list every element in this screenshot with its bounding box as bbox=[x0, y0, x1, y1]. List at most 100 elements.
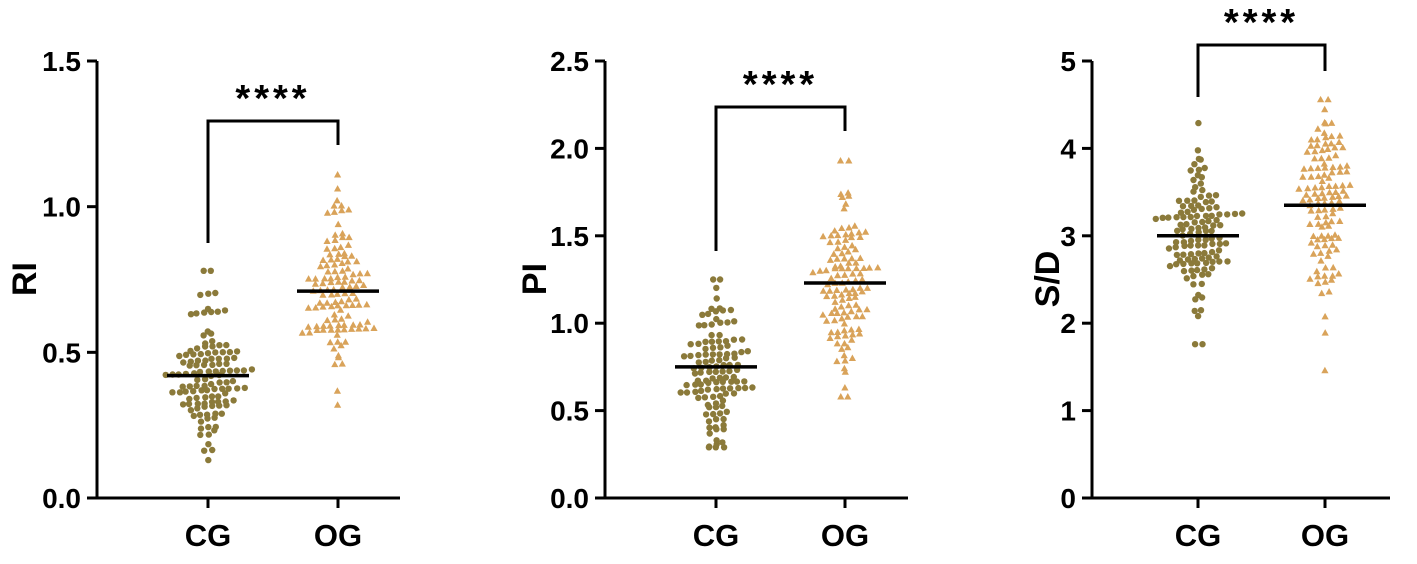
data-point bbox=[1318, 289, 1326, 297]
significance-label: **** bbox=[743, 64, 818, 106]
y-axis-label: S/D bbox=[1029, 251, 1067, 308]
data-point bbox=[1198, 255, 1206, 262]
data-point bbox=[205, 290, 212, 297]
data-point bbox=[838, 314, 846, 322]
data-point bbox=[202, 394, 209, 401]
data-point bbox=[349, 321, 357, 328]
data-point bbox=[341, 289, 349, 297]
data-point bbox=[312, 304, 320, 311]
data-point bbox=[1183, 221, 1190, 228]
data-point bbox=[840, 364, 848, 372]
data-point bbox=[211, 385, 218, 393]
data-point bbox=[211, 414, 218, 421]
data-point bbox=[216, 402, 223, 409]
data-point bbox=[687, 341, 694, 348]
data-point bbox=[856, 233, 864, 240]
data-point bbox=[1335, 270, 1343, 277]
data-point bbox=[326, 250, 334, 258]
data-point bbox=[1322, 218, 1330, 226]
data-point bbox=[1197, 193, 1205, 201]
data-point bbox=[327, 274, 335, 282]
data-point bbox=[712, 416, 720, 423]
data-point bbox=[727, 306, 735, 314]
data-point bbox=[1193, 212, 1201, 220]
data-point bbox=[848, 336, 856, 343]
data-point bbox=[218, 410, 225, 417]
data-point bbox=[363, 300, 371, 308]
data-point bbox=[823, 292, 831, 300]
data-point bbox=[334, 301, 342, 309]
data-point bbox=[330, 311, 338, 318]
data-point bbox=[708, 357, 715, 364]
data-point bbox=[1194, 312, 1202, 320]
data-point bbox=[355, 325, 363, 332]
data-point bbox=[822, 266, 830, 274]
x-tick-label: CG bbox=[693, 518, 740, 553]
data-point bbox=[1320, 129, 1328, 136]
data-point bbox=[1191, 197, 1198, 204]
data-point bbox=[1311, 190, 1319, 197]
data-point bbox=[860, 264, 868, 271]
y-tick-label: 0.0 bbox=[42, 483, 81, 514]
data-point bbox=[845, 294, 853, 301]
data-point bbox=[205, 456, 212, 464]
data-point bbox=[215, 393, 222, 400]
data-point bbox=[833, 340, 841, 347]
data-point bbox=[849, 270, 857, 277]
data-point bbox=[1231, 210, 1239, 218]
data-point bbox=[1320, 171, 1328, 178]
data-point bbox=[706, 424, 713, 431]
panel-PI: 0.0 0.5 1.0 1.5 2.0 2.5 PI CG OG **** bbox=[516, 46, 908, 553]
data-point bbox=[1318, 223, 1326, 230]
data-point bbox=[738, 336, 746, 343]
data-point bbox=[1190, 206, 1198, 213]
y-tick-label: 0.5 bbox=[42, 337, 81, 368]
y-tick-label: 1.0 bbox=[550, 308, 589, 339]
data-point bbox=[1208, 248, 1216, 256]
data-point bbox=[826, 334, 834, 341]
data-point bbox=[346, 283, 354, 290]
data-point bbox=[1321, 272, 1329, 279]
data-point bbox=[838, 249, 846, 257]
data-point bbox=[845, 259, 853, 266]
data-point bbox=[209, 361, 216, 369]
data-point bbox=[1213, 253, 1220, 260]
data-point bbox=[1335, 197, 1343, 204]
data-point bbox=[841, 357, 849, 364]
data-point bbox=[203, 387, 211, 394]
data-point bbox=[1212, 192, 1220, 199]
data-point bbox=[1202, 236, 1209, 244]
data-point bbox=[1324, 232, 1332, 239]
data-point bbox=[847, 230, 856, 237]
data-point bbox=[677, 389, 684, 396]
data-point bbox=[716, 351, 723, 358]
data-point bbox=[331, 236, 339, 243]
data-point bbox=[1336, 168, 1344, 175]
data-point bbox=[355, 276, 363, 284]
data-point bbox=[706, 430, 713, 437]
data-point bbox=[193, 345, 201, 352]
data-point bbox=[722, 390, 729, 397]
data-point bbox=[182, 388, 189, 395]
data-point bbox=[348, 301, 357, 308]
data-point bbox=[848, 241, 856, 249]
data-point bbox=[680, 353, 688, 360]
data-point bbox=[200, 361, 208, 369]
data-point bbox=[1320, 194, 1328, 201]
data-point bbox=[695, 394, 702, 402]
data-point bbox=[1194, 147, 1202, 154]
data-point bbox=[344, 312, 352, 319]
data-point bbox=[819, 287, 827, 294]
data-point bbox=[697, 369, 704, 376]
data-point bbox=[710, 410, 717, 418]
data-point bbox=[848, 354, 856, 361]
data-point bbox=[1209, 240, 1216, 248]
data-point bbox=[706, 404, 713, 411]
data-point bbox=[826, 287, 834, 294]
data-point bbox=[1179, 226, 1186, 233]
data-point bbox=[1199, 341, 1206, 348]
data-point bbox=[706, 368, 713, 376]
data-point bbox=[834, 271, 842, 279]
data-point bbox=[710, 393, 717, 400]
data-point bbox=[1191, 161, 1198, 168]
